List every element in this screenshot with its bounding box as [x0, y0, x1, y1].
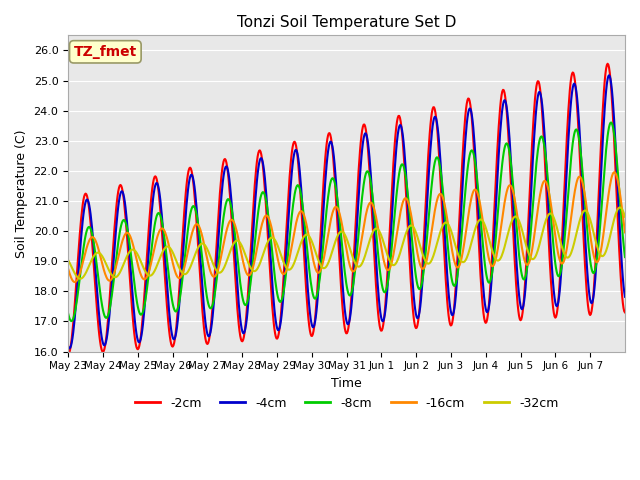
-8cm: [405, 200, 413, 205]
X-axis label: Time: Time: [332, 377, 362, 390]
Line: -2cm: -2cm: [68, 64, 625, 355]
-32cm: [64, 257, 72, 263]
Title: Tonzi Soil Temperature Set D: Tonzi Soil Temperature Set D: [237, 15, 456, 30]
Line: -32cm: -32cm: [68, 207, 625, 279]
-4cm: [260, 169, 268, 175]
Line: -8cm: -8cm: [68, 122, 625, 321]
-32cm: [260, 248, 268, 254]
-2cm: [281, 259, 289, 264]
-8cm: [233, 247, 241, 252]
-16cm: [611, 169, 618, 175]
-8cm: [621, 254, 629, 260]
Legend: -2cm, -4cm, -8cm, -16cm, -32cm: -2cm, -4cm, -8cm, -16cm, -32cm: [130, 392, 563, 415]
Text: TZ_fmet: TZ_fmet: [74, 45, 137, 59]
-32cm: [77, 276, 84, 282]
-2cm: [621, 310, 629, 315]
-2cm: [604, 61, 611, 67]
-8cm: [260, 191, 268, 196]
-32cm: [436, 230, 444, 236]
Line: -4cm: -4cm: [68, 75, 625, 348]
-2cm: [130, 323, 138, 329]
-2cm: [260, 169, 268, 175]
-16cm: [282, 270, 289, 276]
Y-axis label: Soil Temperature (C): Soil Temperature (C): [15, 129, 28, 258]
-8cm: [436, 163, 444, 168]
-4cm: [436, 149, 444, 155]
-4cm: [621, 294, 629, 300]
-32cm: [405, 225, 413, 230]
-32cm: [233, 238, 241, 243]
-4cm: [282, 267, 289, 273]
-8cm: [67, 318, 75, 324]
-4cm: [64, 343, 72, 349]
-2cm: [232, 285, 240, 291]
-2cm: [435, 154, 443, 160]
-32cm: [621, 214, 629, 220]
-32cm: [131, 247, 138, 253]
-4cm: [605, 72, 613, 78]
-16cm: [405, 201, 413, 206]
-32cm: [282, 263, 289, 269]
-4cm: [233, 272, 241, 278]
Line: -16cm: -16cm: [68, 172, 625, 282]
-16cm: [71, 279, 79, 285]
-16cm: [131, 247, 138, 252]
-8cm: [64, 311, 72, 316]
-8cm: [282, 277, 289, 283]
-32cm: [616, 204, 624, 210]
-16cm: [260, 215, 268, 221]
-4cm: [66, 346, 74, 351]
-2cm: [404, 227, 412, 233]
-16cm: [621, 229, 629, 235]
-16cm: [233, 228, 241, 234]
-4cm: [131, 312, 138, 317]
-16cm: [436, 191, 444, 197]
-8cm: [607, 120, 615, 125]
-2cm: [64, 352, 72, 358]
-8cm: [131, 280, 138, 286]
-4cm: [405, 214, 413, 220]
-16cm: [64, 266, 72, 272]
